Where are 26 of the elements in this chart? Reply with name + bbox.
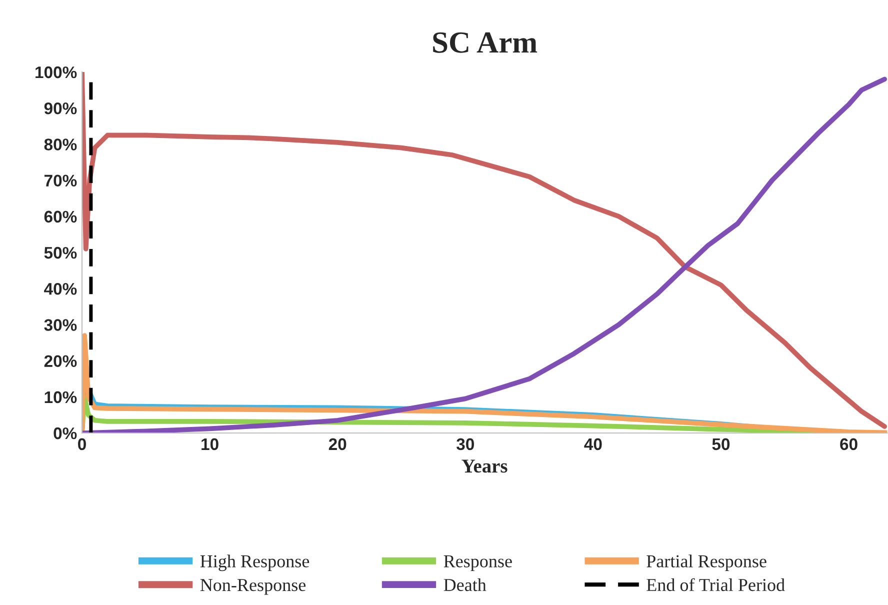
x-tick-label: 10 <box>202 438 218 450</box>
legend-label: End of Trial Period <box>646 578 785 592</box>
legend-label: Response <box>444 555 512 572</box>
y-tick-label: 80% <box>44 138 77 150</box>
x-tick-label: 40 <box>584 438 602 450</box>
x-tick-label: 30 <box>456 438 474 450</box>
x-tick-label: 20 <box>328 438 346 450</box>
legend-label: Partial Response <box>646 554 766 572</box>
x-axis-title: Years <box>462 460 508 473</box>
y-tick-label: 60% <box>44 210 77 223</box>
x-tick-label: 50 <box>712 438 730 450</box>
x-tick-label: 0 <box>78 438 86 450</box>
legend-label: High Response <box>200 554 310 572</box>
y-tick-label: 10% <box>44 391 77 404</box>
y-tick-label: 0% <box>54 427 77 440</box>
y-tick-label: 90% <box>44 102 77 114</box>
x-tick-label: 60 <box>840 438 858 450</box>
legend-label: Non-Response <box>200 579 306 595</box>
y-tick-label: 50% <box>44 246 77 259</box>
y-tick-label: 100% <box>36 66 77 78</box>
y-tick-label: 70% <box>44 174 77 187</box>
y-tick-label: 20% <box>44 355 77 368</box>
y-tick-label: 30% <box>44 319 77 331</box>
legend-label: Death <box>444 578 486 592</box>
chart-title: SC Arm <box>433 32 538 53</box>
y-tick-label: 40% <box>44 283 77 295</box>
